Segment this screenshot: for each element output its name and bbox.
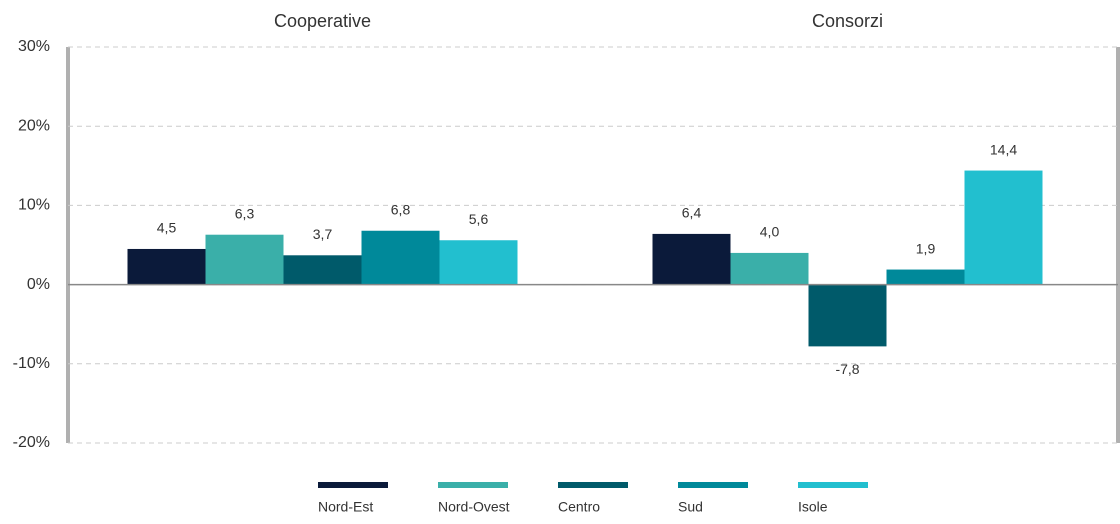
value-label: 6,4 [682, 205, 702, 221]
y-tick-label: 0% [27, 276, 50, 293]
y-tick-label: 20% [18, 117, 50, 134]
y-tick-label: -10% [13, 355, 50, 372]
bar [283, 255, 362, 285]
bar [361, 230, 440, 285]
legend-label: Centro [558, 499, 600, 515]
value-label: -7,8 [835, 361, 859, 377]
category-title: Cooperative [274, 11, 371, 31]
value-label: 3,7 [313, 226, 333, 242]
bar [127, 248, 206, 285]
value-label: 4,0 [760, 224, 780, 240]
bar [808, 284, 887, 347]
bar [964, 170, 1043, 285]
value-label: 1,9 [916, 240, 936, 256]
bar [730, 252, 809, 285]
bar [886, 269, 965, 285]
value-label: 6,3 [235, 205, 255, 221]
legend-label: Isole [798, 499, 828, 515]
value-label: 4,5 [157, 220, 177, 236]
legend-label: Nord-Est [318, 499, 373, 515]
legend-swatch [318, 482, 388, 488]
value-label: 14,4 [990, 141, 1017, 157]
y-tick-label: 10% [18, 197, 50, 214]
bar [439, 240, 518, 285]
value-label: 6,8 [391, 201, 411, 217]
legend-label: Sud [678, 499, 703, 515]
y-tick-label: 30% [18, 38, 50, 55]
legend-swatch [558, 482, 628, 488]
legend-swatch [798, 482, 868, 488]
bar [652, 233, 731, 285]
y-tick-label: -20% [13, 434, 50, 451]
legend-swatch [678, 482, 748, 488]
value-label: 5,6 [469, 211, 489, 227]
legend-swatch [438, 482, 508, 488]
bar [205, 234, 284, 285]
legend-label: Nord-Ovest [438, 499, 510, 515]
category-title: Consorzi [812, 11, 883, 31]
